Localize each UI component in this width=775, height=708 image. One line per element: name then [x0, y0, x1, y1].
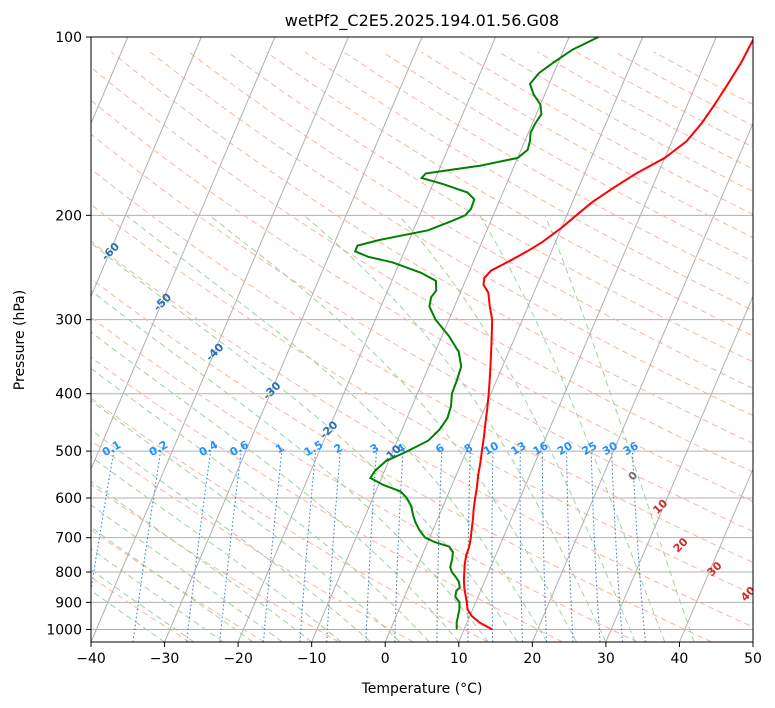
y-axis-title: Pressure (hPa): [12, 290, 28, 390]
moist-adiabat-line: [125, 214, 548, 642]
mixing-ratio-line: [219, 451, 242, 642]
dry-adiabat-line: [91, 240, 753, 628]
mixing-ratio-line: [263, 451, 283, 642]
isotherm-line: [91, 37, 276, 471]
isotherm-line: [91, 37, 202, 298]
mixing-ratio-line: [299, 451, 317, 642]
moist-adiabat-line: [91, 569, 195, 642]
dry-adiabats: [91, 51, 753, 642]
y-tick-label: 700: [55, 531, 82, 547]
x-tick-label: −30: [150, 651, 180, 667]
moist-adiabat-line: [91, 504, 283, 642]
isotherm-line: [678, 467, 753, 642]
mixing-ratio-line: [186, 451, 211, 642]
y-tick-label: 500: [55, 444, 82, 460]
isotherm-line: [458, 37, 717, 642]
dry-adiabat-line: [149, 51, 753, 417]
dry-adiabat-line: [91, 168, 753, 563]
y-tick-label: 100: [55, 30, 82, 46]
moist-adiabat-line: [91, 548, 224, 642]
moist-adiabat-line: [479, 215, 666, 642]
y-axis: 1000 900 800 700 600 500 400 300 200 100: [46, 30, 91, 638]
y-tick-label: 1000: [46, 622, 82, 638]
dry-adiabat-line: [304, 51, 753, 312]
moist-adiabat-line: [91, 589, 165, 642]
moist-adiabat-line: [303, 214, 607, 642]
x-axis: −40 −30 −20 −10 0 10 20 30 40 50: [76, 642, 762, 667]
isotherm-line: [164, 37, 423, 642]
x-tick-label: −10: [297, 651, 327, 667]
y-tick-label: 600: [55, 491, 82, 507]
x-tick-label: −20: [223, 651, 253, 667]
moist-adiabat-line: [91, 367, 430, 642]
dry-adiabat-line: [91, 203, 753, 595]
y-tick-label: 400: [55, 387, 82, 403]
dry-adiabat-line: [91, 99, 753, 502]
x-axis-title: Temperature (°C): [361, 681, 483, 697]
isotherm-line: [91, 37, 349, 642]
moist-adiabat-line: [91, 480, 312, 642]
isotherm-line: [384, 37, 644, 642]
moist-adiabat-line: [91, 400, 401, 642]
y-tick-label: 900: [55, 595, 82, 611]
dry-adiabat-line: [91, 316, 638, 642]
isotherm-line: [311, 37, 570, 642]
x-tick-label: 30: [597, 651, 615, 667]
mixing-ratio-line: [91, 451, 115, 593]
moist-adiabat-line: [91, 456, 342, 642]
x-tick-label: −40: [76, 651, 106, 667]
moist-adiabats: [91, 214, 695, 642]
isotherm-line: [605, 295, 753, 642]
isotherm-line: [531, 122, 753, 642]
x-tick-label: 40: [671, 651, 689, 667]
x-tick-label: 50: [744, 651, 762, 667]
dry-adiabat-line: [91, 440, 414, 642]
x-tick-label: 20: [523, 651, 541, 667]
y-tick-label: 800: [55, 565, 82, 581]
y-tick-label: 300: [55, 313, 82, 329]
dry-adiabat-line: [91, 133, 753, 533]
pressure-gridlines: [91, 37, 753, 630]
x-tick-label: 10: [450, 651, 468, 667]
dewpoint-series-line: [353, 37, 599, 630]
dry-adiabat-line: [91, 483, 340, 642]
moist-adiabat-line: [91, 526, 254, 642]
temperature-series-line: [462, 37, 753, 631]
moist-adiabat-line: [208, 214, 577, 642]
dry-adiabat-line: [91, 356, 563, 642]
dry-adiabat-line: [188, 51, 753, 389]
x-tick-label: 0: [381, 651, 390, 667]
y-tick-label: 200: [55, 208, 82, 224]
plot-frame: [90, 36, 754, 643]
moist-adiabat-line: [544, 215, 695, 642]
isotherm-line: [237, 37, 497, 642]
plot-area: 0.10.20.40.611.52346810131620253036-100-…: [91, 37, 753, 642]
chart-title: wetPf2_C2E5.2025.194.01.56.G08: [285, 11, 559, 31]
skewed-isotherms: [91, 37, 753, 642]
